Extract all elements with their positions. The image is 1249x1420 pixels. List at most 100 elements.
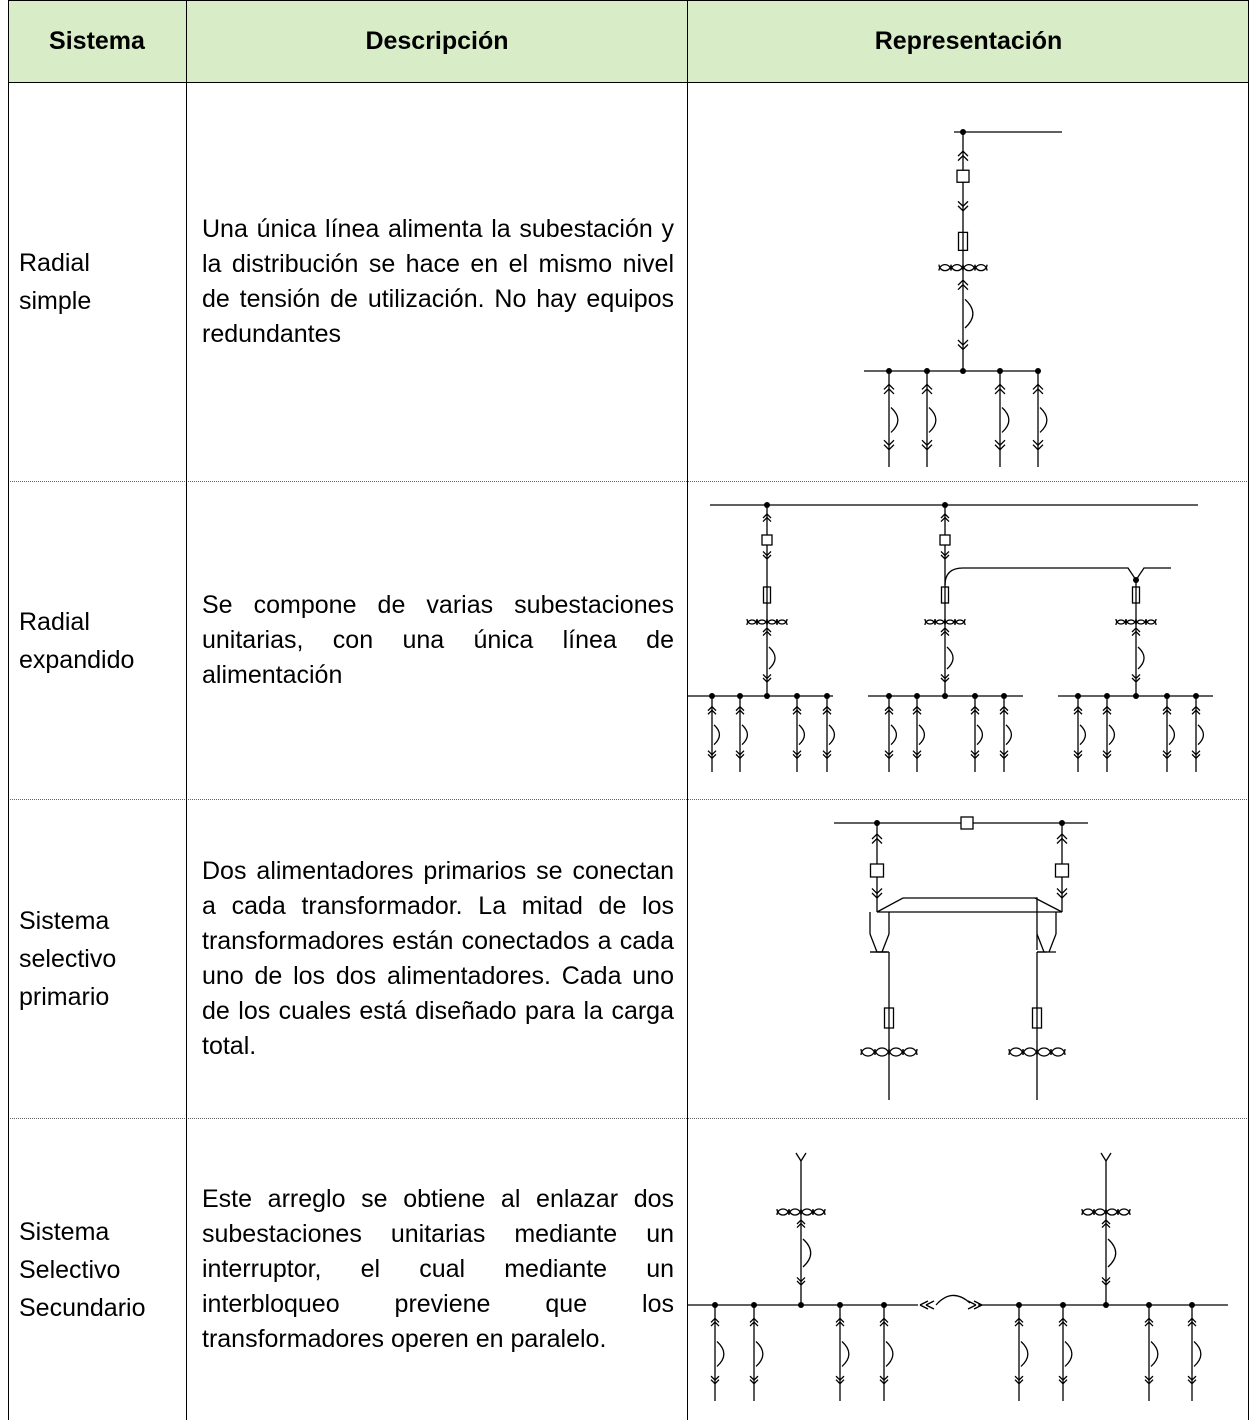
diagram-stroke: [883, 383, 895, 390]
diagram-stroke: [1191, 753, 1201, 760]
system-diagram: [688, 482, 1249, 799]
diagram-stroke: [762, 677, 772, 683]
diagram-stroke: [883, 388, 895, 395]
diagram-stroke: [1168, 724, 1176, 746]
diagram-stroke: [707, 750, 717, 756]
diagram-stroke: [940, 516, 950, 523]
diagram-stroke: [946, 646, 954, 670]
diagram-stroke: [746, 619, 788, 626]
diagram-stroke: [940, 550, 950, 557]
diagram-stroke: [935, 1294, 971, 1306]
diagram-stroke: [796, 1280, 806, 1286]
diagram-stroke: [1032, 439, 1044, 447]
table-row: Sistema Selectivo Secundario Este arregl…: [8, 1119, 1249, 1420]
diagram-stroke: [860, 1047, 918, 1056]
diagram-stroke: [924, 618, 966, 625]
table-row: Radial simple Una única línea alimenta l…: [8, 83, 1249, 481]
diagram-stroke: [976, 724, 984, 746]
diagram-stroke: [762, 513, 772, 519]
diagram-stroke: [876, 897, 1038, 950]
diagram-stroke: [957, 279, 969, 286]
diagram-stroke: [1014, 1317, 1024, 1323]
diagram-stroke: [796, 1219, 806, 1225]
diagram-stroke: [1137, 646, 1145, 670]
diagram-stroke: [1039, 406, 1048, 433]
diagram-stroke: [884, 753, 894, 760]
selectivo-primario-diagram: [834, 816, 1088, 1100]
diagram-stroke: [1131, 630, 1141, 637]
selectivo-secundario-diagram: [688, 1152, 1228, 1401]
diagram-stroke: [762, 516, 772, 523]
diagram-stroke: [1081, 1208, 1131, 1216]
diagram-stroke: [764, 502, 770, 508]
diagram-stroke: [798, 724, 806, 746]
diagram-stroke: [822, 709, 832, 715]
diagram-stroke: [796, 1276, 806, 1283]
table-top-border: [8, 0, 1249, 1]
diagram-stroke: [1101, 1280, 1111, 1286]
diagram-stroke: [1102, 753, 1112, 760]
diagram-stroke: [999, 709, 1009, 715]
diagram-stroke: [735, 753, 745, 760]
diagram-stroke: [1107, 1238, 1117, 1268]
header-bottom-border: [8, 82, 1249, 83]
diagram-stroke: [1144, 1379, 1154, 1385]
diagram-stroke: [912, 705, 922, 712]
diagram-stroke: [994, 439, 1006, 447]
diagram-stroke: [939, 534, 951, 546]
diagram-stroke: [1197, 724, 1205, 746]
diagram-stroke: [822, 705, 832, 712]
diagram-stroke: [841, 1340, 850, 1367]
system-description: Una única línea alimenta la subestación …: [202, 215, 674, 348]
diagram-stroke: [1193, 1340, 1202, 1367]
system-name: Sistema selectivo primario: [19, 907, 117, 1011]
diagram-stroke: [879, 1321, 889, 1327]
diagram-stroke: [822, 753, 832, 760]
diagram-stroke: [713, 724, 721, 746]
diagram-stroke: [1014, 1321, 1024, 1327]
diagram-stroke: [1144, 1317, 1154, 1323]
diagram-stroke: [1187, 1317, 1197, 1323]
diagram-stroke: [707, 753, 717, 760]
diagram-stroke: [957, 154, 969, 162]
diagram-stroke: [883, 439, 895, 447]
diagram-stroke: [994, 388, 1006, 395]
diagram-stroke: [1014, 1379, 1024, 1385]
diagram-stroke: [885, 1340, 894, 1367]
diagram-stroke: [1058, 1379, 1068, 1385]
diagram-stroke: [735, 750, 745, 756]
diagram-stroke: [1144, 1321, 1154, 1327]
diagram-stroke: [1131, 673, 1141, 680]
diagram-stroke: [1056, 888, 1068, 895]
diagram-stroke: [1162, 709, 1172, 715]
diagram-stroke: [957, 150, 969, 157]
diagram-stroke: [768, 646, 776, 670]
diagram-stroke: [964, 298, 974, 329]
diagram-stroke: [1187, 1375, 1197, 1382]
diagram-stroke: [835, 1321, 845, 1327]
diagram-stroke: [884, 750, 894, 756]
diagram-stroke: [1187, 1321, 1197, 1327]
diagram-stroke: [1034, 897, 1063, 913]
diagram-stroke: [940, 677, 950, 683]
systems-table: Sistema Descripción Representación Radia…: [8, 0, 1249, 1420]
diagram-stroke: [1191, 705, 1201, 712]
diagram-stroke: [762, 550, 772, 557]
col-border: [8, 0, 9, 1420]
system-description: Dos alimentadores primarios se conectan …: [202, 857, 674, 1060]
diagram-stroke: [1005, 724, 1013, 746]
diagram-stroke: [761, 534, 773, 546]
diagram-stroke: [1056, 837, 1068, 844]
diagram-stroke: [710, 1375, 720, 1382]
diagram-stroke: [762, 630, 772, 637]
row-divider: [8, 799, 1249, 800]
diagram-stroke: [942, 502, 948, 508]
diagram-stroke: [957, 200, 969, 208]
diagram-stroke: [822, 750, 832, 756]
diagram-stroke: [776, 1208, 826, 1216]
diagram-stroke: [835, 1375, 845, 1382]
diagram-stroke: [1131, 677, 1141, 683]
diagram-stroke: [1133, 577, 1139, 583]
diagram-stroke: [890, 724, 898, 746]
system-diagram: [688, 800, 1249, 1118]
